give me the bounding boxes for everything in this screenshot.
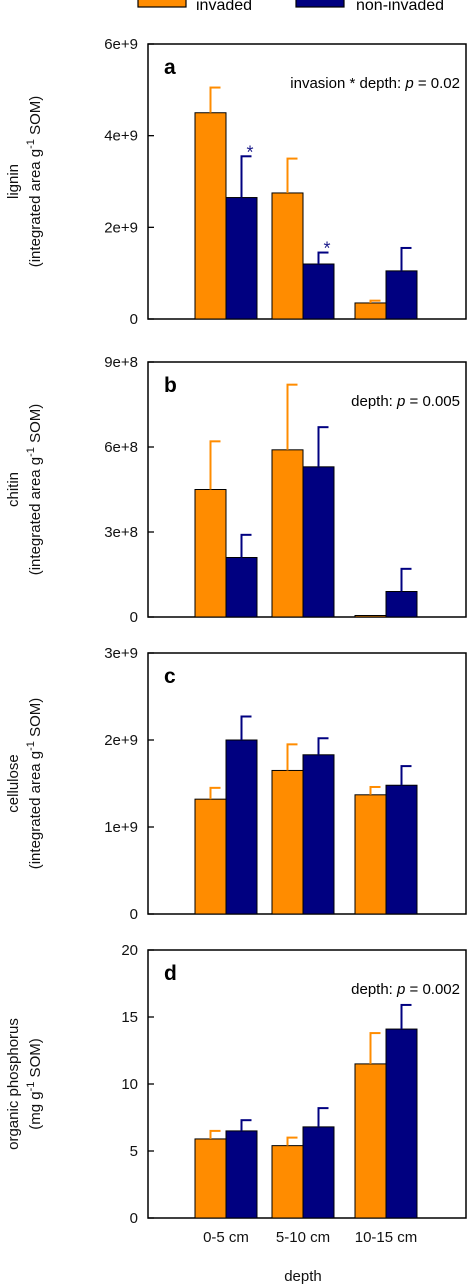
y-tick-label: 1e+9 <box>104 819 138 836</box>
bar-invaded-2 <box>354 794 387 915</box>
y-tick-label: 6e+8 <box>104 439 138 456</box>
x-axis-label: depth <box>284 1268 322 1285</box>
legend-label-non-invaded: non-invaded <box>356 0 444 14</box>
y-axis-label: chitin <box>5 472 22 507</box>
y-tick-label: 3e+9 <box>104 645 138 662</box>
legend-label-invaded: invaded <box>196 0 252 14</box>
legend-swatch-non-invaded <box>295 0 345 8</box>
y-tick-label: 9e+8 <box>104 354 138 371</box>
y-tick-label: 20 <box>121 942 138 959</box>
bar-invaded-1 <box>271 1145 304 1219</box>
bar-invaded-0 <box>194 1138 227 1219</box>
y-axis-label-units: (integrated area g-1 SOM) <box>25 96 44 268</box>
y-tick-label: 0 <box>130 311 138 328</box>
panel-d: 0 5 10 15 20 d depth: p = 0.002 organic phospho… <box>5 942 467 1227</box>
panel-c: 0 1e+9 2e+9 3e+9 c cellulose (integrated area … <box>5 645 467 923</box>
y-tick-label: 10 <box>121 1076 138 1093</box>
significance-star: * <box>324 239 331 259</box>
bar-non-invaded-1 <box>302 466 335 618</box>
y-tick-label: 5 <box>130 1143 138 1160</box>
y-tick-label: 0 <box>130 1210 138 1227</box>
panel-letter: d <box>164 962 177 985</box>
y-axis-label-units: (integrated area g-1 SOM) <box>25 698 44 870</box>
x-tick-label: 10-15 cm <box>355 1229 418 1246</box>
y-axis-label-units: (integrated area g-1 SOM) <box>25 404 44 576</box>
stat-annotation: depth: p = 0.002 <box>351 981 460 998</box>
bar-invaded-1 <box>271 769 304 915</box>
bar-non-invaded-2 <box>385 591 418 618</box>
bar-invaded-2 <box>354 1063 387 1219</box>
bar-invaded-2 <box>354 302 387 320</box>
bar-non-invaded-1 <box>302 1126 335 1219</box>
bar-non-invaded-0 <box>225 739 258 915</box>
y-axis-label: cellulose <box>5 754 22 812</box>
bar-non-invaded-0 <box>225 1130 258 1219</box>
y-tick-label: 15 <box>121 1009 138 1026</box>
y-tick-label: 4e+9 <box>104 128 138 145</box>
bar-invaded-1 <box>271 192 304 320</box>
y-axis-label: organic phosphorus <box>5 1018 22 1150</box>
bar-invaded-2 <box>354 615 387 618</box>
stat-annotation: depth: p = 0.005 <box>351 393 460 410</box>
panel-letter: a <box>164 56 176 79</box>
bar-invaded-1 <box>271 449 304 618</box>
x-tick-label: 0-5 cm <box>203 1229 249 1246</box>
y-axis-label: lignin <box>5 164 22 199</box>
y-tick-label: 3e+8 <box>104 524 138 541</box>
bar-non-invaded-0 <box>225 557 258 618</box>
y-tick-label: 0 <box>130 609 138 626</box>
legend-swatch-invaded <box>137 0 187 8</box>
panel-letter: c <box>164 665 176 688</box>
bar-invaded-0 <box>194 112 227 320</box>
panel-a: 0 2e+9 4e+9 6e+9 * * a invasion * depth: p = 0.… <box>5 36 467 328</box>
significance-star: * <box>247 142 254 162</box>
x-tick-label: 5-10 cm <box>276 1229 330 1246</box>
legend: invaded non-invaded <box>137 0 444 14</box>
y-tick-label: 2e+9 <box>104 219 138 236</box>
y-tick-label: 6e+9 <box>104 36 138 53</box>
bar-non-invaded-2 <box>385 1028 418 1219</box>
stat-annotation: invasion * depth: p = 0.02 <box>290 75 460 92</box>
bar-non-invaded-0 <box>225 197 258 320</box>
bar-non-invaded-1 <box>302 754 335 915</box>
bar-non-invaded-2 <box>385 270 418 320</box>
panel-b: 0 3e+8 6e+8 9e+8 b depth: p = 0.005 chitin (int… <box>5 354 467 626</box>
x-tick-labels: 0-5 cm 5-10 cm 10-15 cm <box>203 1229 417 1246</box>
bar-invaded-0 <box>194 489 227 618</box>
bar-invaded-0 <box>194 798 227 915</box>
panel-letter: b <box>164 374 177 397</box>
y-tick-label: 2e+9 <box>104 732 138 749</box>
y-tick-label: 0 <box>130 906 138 923</box>
panels: 0 2e+9 4e+9 6e+9 * * a invasion * depth: p = 0.… <box>5 36 467 1227</box>
y-axis-label-units: (mg g-1 SOM) <box>25 1038 44 1129</box>
bar-non-invaded-2 <box>385 784 418 915</box>
bar-non-invaded-1 <box>302 263 335 320</box>
